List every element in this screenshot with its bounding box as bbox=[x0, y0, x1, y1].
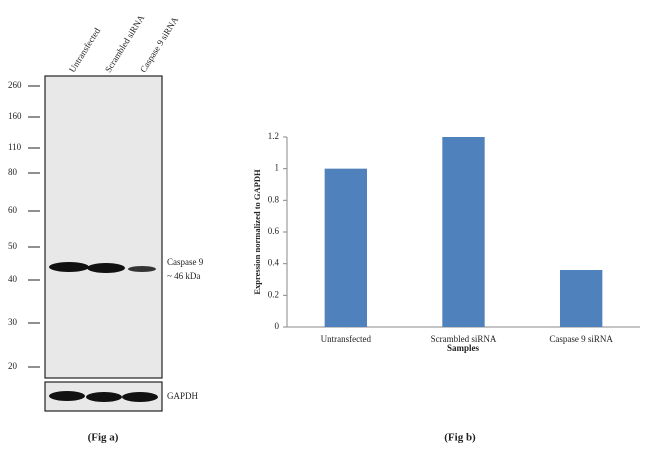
marker-label: 40 bbox=[8, 274, 18, 284]
y-tick-label: 0.8 bbox=[268, 194, 280, 204]
x-tick-label: Untransfected bbox=[321, 334, 372, 344]
x-tick-label: Scrambled siRNA bbox=[431, 334, 497, 344]
caption: (Fig a) bbox=[88, 432, 119, 444]
y-axis-label: Expression normalized to GAPDH bbox=[252, 169, 262, 295]
lane-label: Untransfected bbox=[67, 26, 102, 75]
marker-label: 260 bbox=[8, 80, 22, 90]
y-tick-label: 0.2 bbox=[268, 289, 279, 299]
lane-label: Caspase 9 siRNA bbox=[138, 15, 180, 75]
marker-label: 160 bbox=[8, 111, 22, 121]
band bbox=[49, 391, 85, 401]
marker-label: 30 bbox=[8, 317, 18, 327]
y-tick-label: 1 bbox=[275, 163, 280, 173]
marker-label: 50 bbox=[8, 241, 18, 251]
marker-label: 110 bbox=[8, 142, 22, 152]
band-label: Caspase 9 bbox=[167, 257, 204, 267]
band bbox=[86, 392, 122, 402]
band bbox=[128, 266, 156, 272]
y-tick-label: 1.2 bbox=[268, 131, 279, 141]
bar bbox=[442, 137, 485, 327]
x-tick-label: Caspase 9 siRNA bbox=[549, 334, 613, 344]
band-size: ~ 46 kDa bbox=[167, 271, 200, 281]
band bbox=[49, 262, 89, 272]
x-axis-label: Samples bbox=[447, 343, 480, 353]
bar bbox=[324, 168, 368, 327]
marker-label: 20 bbox=[8, 361, 18, 371]
y-tick-label: 0.4 bbox=[268, 258, 280, 268]
y-tick-label: 0 bbox=[275, 321, 280, 331]
caption: (Fig b) bbox=[444, 432, 476, 444]
loading-label: GAPDH bbox=[167, 391, 199, 401]
blot-panel bbox=[44, 75, 163, 379]
y-tick-label: 0.6 bbox=[268, 226, 280, 236]
marker-label: 60 bbox=[8, 205, 18, 215]
bar bbox=[559, 270, 603, 327]
marker-label: 80 bbox=[8, 167, 18, 177]
band bbox=[122, 392, 158, 402]
band bbox=[87, 263, 125, 273]
